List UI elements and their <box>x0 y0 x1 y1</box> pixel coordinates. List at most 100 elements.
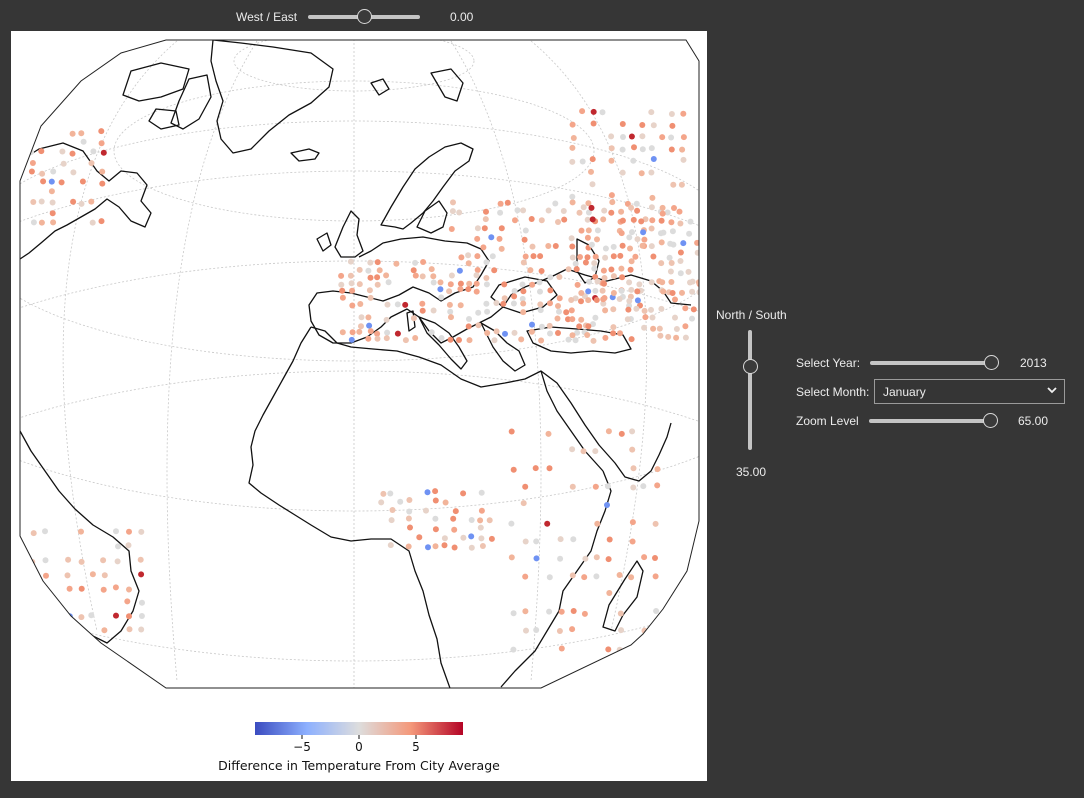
anomaly-point <box>650 325 657 332</box>
west-east-slider-thumb[interactable] <box>357 9 372 24</box>
anomaly-point <box>430 273 437 280</box>
anomaly-point <box>569 332 576 339</box>
anomaly-point <box>680 134 687 141</box>
anomaly-point <box>546 465 553 472</box>
anomaly-point <box>667 268 674 275</box>
north-south-slider-track[interactable] <box>748 330 752 450</box>
anomaly-point <box>696 289 699 296</box>
anomaly-point <box>138 528 145 535</box>
anomaly-point <box>40 178 47 185</box>
anomaly-point <box>582 259 589 266</box>
anomaly-point <box>384 329 391 336</box>
anomaly-point <box>627 266 634 273</box>
month-dropdown[interactable]: January <box>874 379 1065 404</box>
anomaly-point <box>610 290 617 296</box>
anomaly-point <box>488 234 495 241</box>
anomaly-point <box>667 240 674 247</box>
anomaly-point <box>682 305 689 312</box>
anomaly-point <box>339 287 346 294</box>
anomaly-point <box>522 608 529 615</box>
anomaly-point <box>618 208 625 215</box>
anomaly-point <box>532 465 539 472</box>
zoom-slider-thumb[interactable] <box>983 413 998 428</box>
anomaly-point <box>451 526 458 533</box>
anomaly-point <box>406 508 413 515</box>
globe <box>20 40 699 688</box>
anomaly-point <box>576 209 583 216</box>
map-panel[interactable]: −5 0 5 Difference in Temperature From Ci… <box>11 31 707 781</box>
anomaly-point <box>452 508 459 515</box>
anomaly-point <box>649 194 656 201</box>
anomaly-point <box>648 109 655 116</box>
anomaly-point <box>412 335 419 341</box>
zoom-slider-track[interactable] <box>869 419 995 423</box>
anomaly-point <box>365 314 372 321</box>
anomaly-point <box>126 613 132 620</box>
anomaly-point <box>78 614 85 621</box>
map-canvas[interactable] <box>11 31 707 781</box>
anomaly-point <box>520 259 527 266</box>
anomaly-point <box>685 268 692 275</box>
anomaly-point <box>556 308 562 315</box>
anomaly-point <box>619 121 626 127</box>
anomaly-point <box>514 207 521 214</box>
anomaly-point <box>419 273 426 280</box>
anomaly-point <box>466 316 472 322</box>
anomaly-point <box>49 210 56 217</box>
anomaly-point <box>412 272 419 279</box>
anomaly-point <box>478 489 485 496</box>
anomaly-point <box>608 266 615 273</box>
anomaly-point <box>432 515 439 522</box>
anomaly-point <box>658 260 665 267</box>
anomaly-point <box>610 273 617 280</box>
anomaly-point <box>533 627 540 633</box>
anomaly-point <box>592 287 599 294</box>
anomaly-point <box>593 573 600 580</box>
anomaly-point <box>451 544 458 551</box>
anomaly-point <box>88 160 95 167</box>
anomaly-point <box>569 483 576 490</box>
anomaly-point <box>626 298 633 304</box>
anomaly-point <box>50 168 57 175</box>
anomaly-point <box>672 314 678 321</box>
anomaly-point <box>79 178 86 185</box>
anomaly-point <box>410 267 417 274</box>
anomaly-point <box>677 270 684 277</box>
anomaly-point <box>500 300 507 307</box>
year-slider-thumb[interactable] <box>984 355 999 370</box>
anomaly-point <box>680 110 687 117</box>
anomaly-point <box>100 586 107 593</box>
anomaly-point <box>610 330 617 337</box>
anomaly-point <box>425 544 431 551</box>
anomaly-point <box>628 286 635 293</box>
anomaly-point <box>406 497 413 503</box>
anomaly-point <box>668 146 675 153</box>
anomaly-point <box>640 229 647 236</box>
anomaly-point <box>460 534 467 541</box>
anomaly-point <box>70 198 77 205</box>
anomaly-point <box>671 205 677 211</box>
anomaly-point <box>356 266 363 273</box>
north-south-slider-thumb[interactable] <box>743 359 758 374</box>
anomaly-point <box>653 644 660 650</box>
anomaly-point <box>610 243 617 250</box>
anomaly-point <box>39 170 46 177</box>
anomaly-point <box>584 332 591 338</box>
anomaly-point <box>619 146 626 153</box>
anomaly-point <box>101 627 108 634</box>
anomaly-point <box>523 627 529 634</box>
anomaly-point <box>641 554 648 561</box>
anomaly-point <box>584 254 591 261</box>
anomaly-point <box>537 253 544 260</box>
anomaly-point <box>629 428 636 435</box>
anomaly-point <box>50 219 57 226</box>
anomaly-point <box>578 316 585 323</box>
anomaly-point <box>522 483 529 490</box>
year-slider-track[interactable] <box>870 361 996 365</box>
anomaly-point <box>606 536 613 543</box>
anomaly-point <box>474 235 481 242</box>
anomaly-point <box>528 328 535 335</box>
anomaly-point <box>620 134 626 140</box>
anomaly-point <box>555 303 561 309</box>
anomaly-point <box>510 466 517 473</box>
